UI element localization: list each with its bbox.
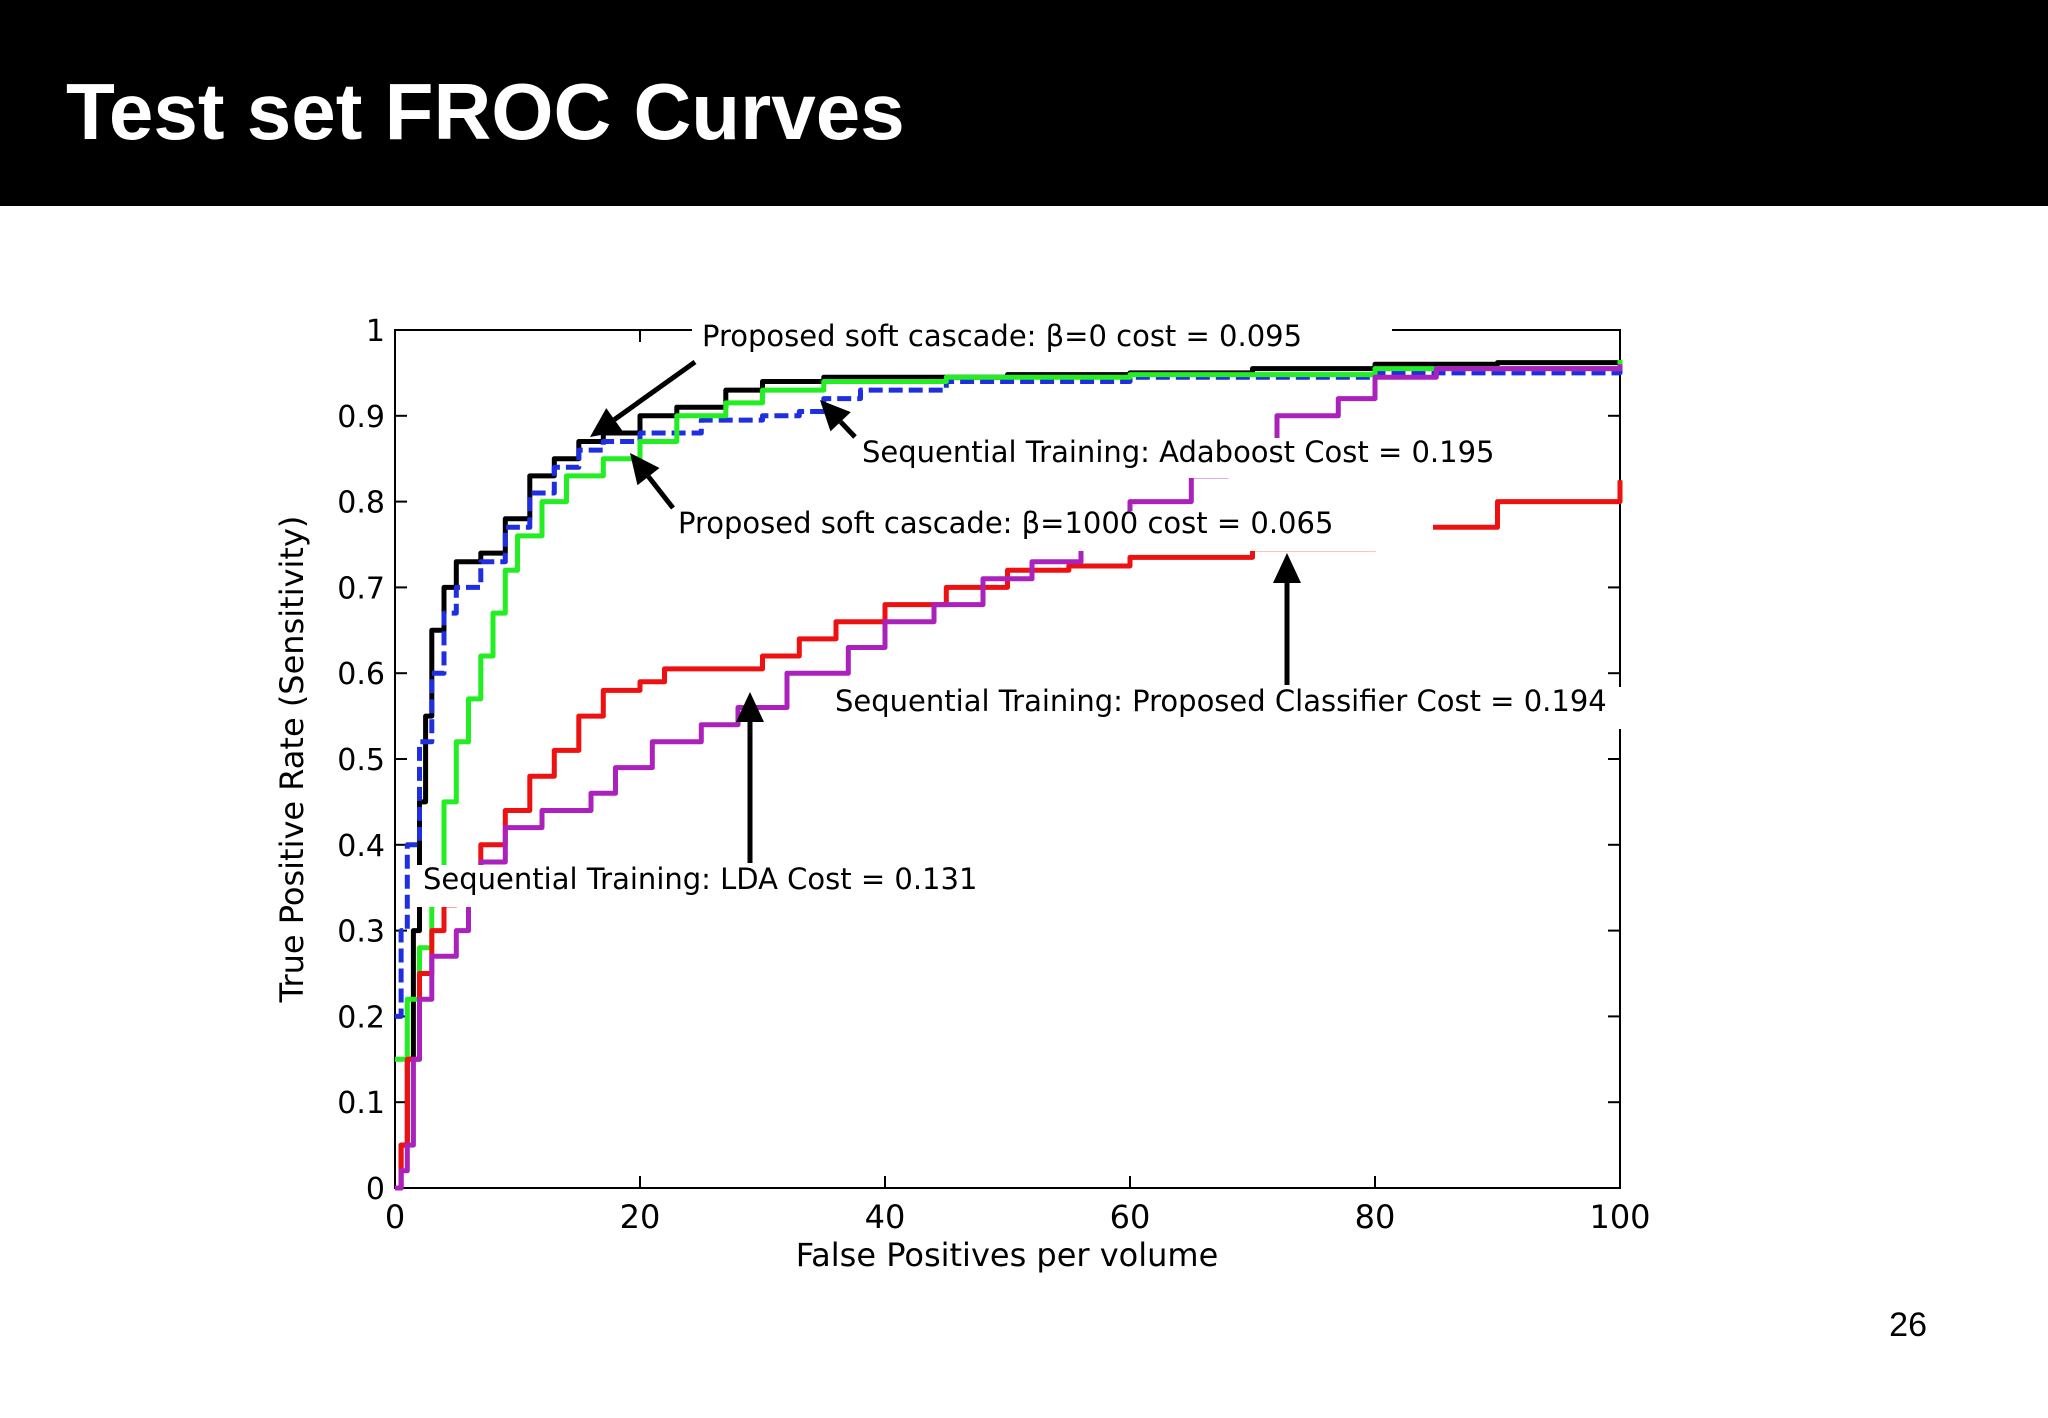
y-tick-label: 0.4	[337, 829, 385, 864]
x-tick-label: 40	[865, 1198, 906, 1236]
annotation-arrow	[838, 420, 857, 439]
y-tick-label: 1	[366, 314, 385, 349]
y-tick-label: 0	[366, 1172, 385, 1207]
x-tick-label: 0	[385, 1198, 405, 1236]
x-tick-label: 60	[1110, 1198, 1151, 1236]
x-tick-label: 20	[620, 1198, 661, 1236]
x-tick-label: 100	[1589, 1198, 1650, 1236]
annotation-label: Proposed soft cascade: β=1000 cost = 0.0…	[678, 506, 1333, 540]
y-tick-label: 0.2	[337, 1000, 385, 1035]
annotation-box	[692, 322, 1392, 360]
annotation-label: Sequential Training: Proposed Classifier…	[835, 684, 1607, 718]
slide-title: Test set FROC Curves	[66, 67, 905, 156]
y-tick-label: 0.9	[337, 400, 385, 435]
annotation-arrow	[612, 359, 697, 422]
annotation-arrowhead	[1273, 553, 1301, 583]
x-tick-label: 80	[1355, 1198, 1396, 1236]
series-line-2	[395, 360, 1623, 1062]
annotation-label: Proposed soft cascade: β=0 cost = 0.095	[702, 319, 1302, 353]
annotation-arrowhead	[630, 453, 660, 486]
annotation-arrow	[646, 475, 675, 510]
y-tick-label: 0.5	[337, 743, 385, 778]
annotation-arrowhead	[736, 692, 764, 722]
y-tick-label: 0.8	[337, 486, 385, 521]
y-axis-label: True Positive Rate (Sensitivity)	[273, 516, 311, 1004]
series-line-1	[395, 368, 1623, 1019]
annotation-arrowhead	[590, 408, 623, 437]
annotation-label: Sequential Training: LDA Cost = 0.131	[423, 862, 977, 896]
annotation-box	[825, 687, 1720, 729]
annotation-box	[415, 865, 1075, 907]
y-tick-label: 0.7	[337, 571, 385, 606]
annotation-box	[668, 511, 1433, 551]
series-line-3	[395, 480, 1623, 1191]
series-line-4	[395, 364, 1623, 1191]
page-number: 26	[1889, 1306, 1927, 1344]
annotation-arrowhead	[820, 400, 851, 432]
annotation-box	[852, 438, 1597, 478]
title-bar: Test set FROC Curves	[0, 0, 2048, 206]
annotation-label: Sequential Training: Adaboost Cost = 0.1…	[862, 435, 1494, 469]
y-tick-label: 0.1	[337, 1086, 385, 1121]
y-tick-label: 0.6	[337, 657, 385, 692]
series-line-0	[395, 360, 1623, 1191]
y-tick-label: 0.3	[337, 915, 385, 950]
x-axis-label: False Positives per volume	[796, 1236, 1219, 1274]
